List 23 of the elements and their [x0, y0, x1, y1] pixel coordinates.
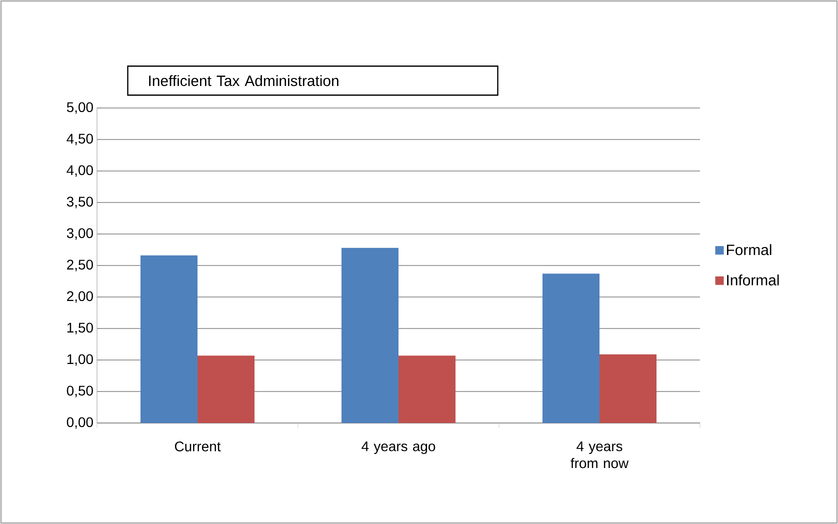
x-tick-label: 4 years from now [570, 442, 629, 468]
y-tick-label: 4,50 [66, 134, 93, 146]
bar [140, 255, 198, 423]
y-tick-label: 3,00 [66, 228, 93, 240]
bar [398, 356, 456, 423]
y-tick-label: 3,50 [66, 196, 93, 208]
y-tick-label: 2,50 [67, 260, 93, 272]
y-tick-label: 0,50 [66, 386, 93, 398]
legend-label: Informal [727, 274, 779, 286]
chart-title: Inefficient Tax Administration [149, 75, 338, 86]
y-tick-label: 1,50 [67, 322, 93, 334]
y-tick-label: 1,00 [67, 354, 93, 366]
y-tick-label: 5,00 [66, 102, 93, 114]
x-tick-label: Current [174, 441, 221, 452]
legend-label: Formal [726, 244, 772, 256]
y-tick-label: 0,00 [66, 417, 93, 429]
bar [542, 274, 600, 423]
bar [600, 354, 657, 423]
y-tick-label: 4,00 [66, 165, 93, 177]
bar [198, 356, 255, 423]
x-tick-label: 4 years ago [362, 442, 436, 454]
bar [342, 248, 399, 423]
y-tick-label: 2,00 [67, 291, 93, 303]
